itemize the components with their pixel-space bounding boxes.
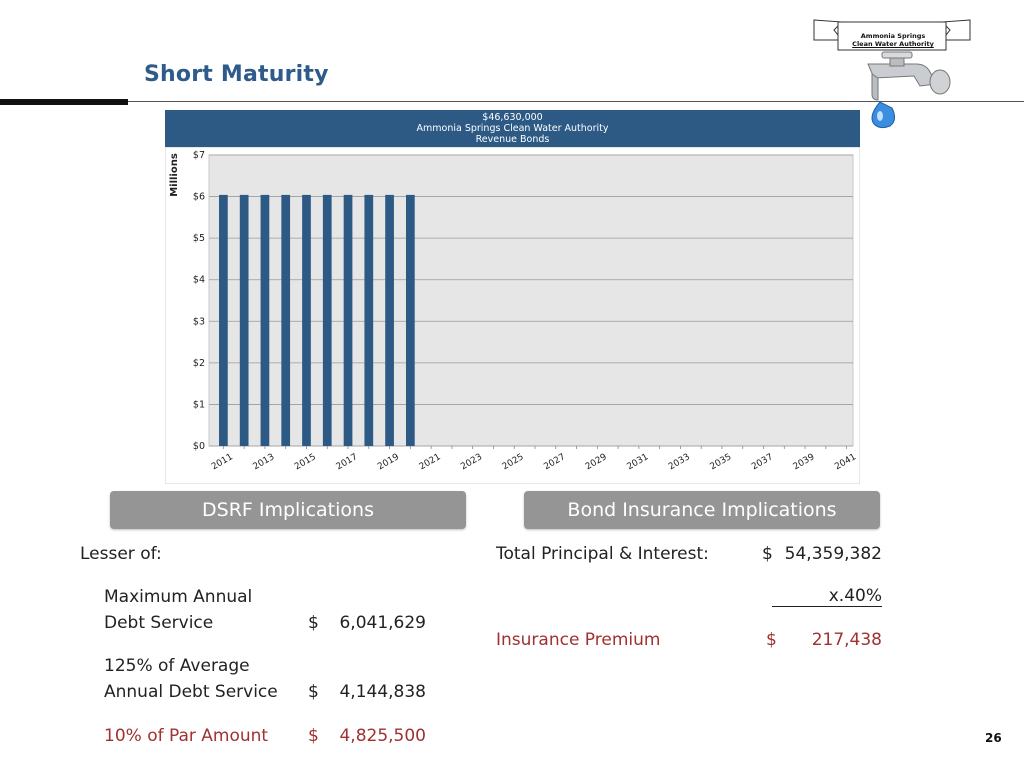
logo-text: Ammonia Springs Clean Water Authority: [838, 32, 948, 48]
y-tick-label: $7: [193, 150, 205, 161]
par-amount-label: 10% of Par Amount: [104, 726, 269, 746]
bar: [322, 194, 332, 446]
bar: [385, 194, 394, 446]
page-title: Short Maturity: [144, 62, 329, 87]
bar: [219, 194, 228, 446]
total-pi-label: Total Principal & Interest:: [496, 544, 709, 564]
total-pi-value: 54,359,382: [784, 544, 882, 564]
total-pi-currency: $: [762, 544, 773, 564]
logo-line-2: Clean Water Authority: [852, 40, 934, 48]
premium-label: Insurance Premium: [496, 630, 661, 650]
avg-debt-label-line2: Annual Debt Service: [104, 682, 278, 702]
bar: [260, 194, 270, 446]
y-axis-label: Millions: [169, 153, 180, 197]
avg-debt-label-line1: 125% of Average: [104, 656, 250, 676]
bar: [364, 194, 374, 446]
max-annual-value: 6,041,629: [339, 613, 426, 633]
par-amount-value: 4,825,500: [339, 726, 426, 746]
max-annual-label-line2: Debt Service: [104, 613, 214, 633]
plot-area: [208, 154, 854, 447]
page-number: 26: [985, 731, 1002, 745]
authority-logo: [813, 19, 971, 129]
y-tick-label: $1: [193, 399, 205, 410]
chart-title-line-1: $46,630,000: [482, 112, 543, 123]
avg-debt-currency: $: [308, 682, 319, 702]
logo-line-1: Ammonia Springs: [860, 32, 926, 40]
y-tick-label: $2: [193, 358, 205, 369]
bar: [405, 194, 415, 446]
y-tick-label: $4: [193, 275, 205, 286]
avg-debt-value: 4,144,838: [339, 682, 426, 702]
premium-rate: x.40%: [772, 587, 882, 607]
bar: [239, 194, 249, 446]
y-tick-label: $6: [193, 192, 205, 203]
title-rule-thin: [128, 101, 1024, 102]
title-rule-thick: [0, 99, 128, 105]
y-tick-label: $0: [193, 441, 205, 452]
dsrf-header: DSRF Implications: [110, 491, 466, 529]
y-tick-label: $5: [193, 233, 205, 244]
y-tick-label: $3: [193, 316, 205, 327]
lesser-of-label: Lesser of:: [80, 544, 162, 564]
par-amount-currency: $: [308, 726, 319, 746]
chart-title-line-3: Revenue Bonds: [475, 134, 550, 145]
max-annual-currency: $: [308, 613, 319, 633]
premium-value: 217,438: [811, 630, 882, 650]
chart-title-block: $46,630,000 Ammonia Springs Clean Water …: [165, 110, 860, 147]
bond-chart: $46,630,000 Ammonia Springs Clean Water …: [165, 110, 860, 484]
bar: [302, 194, 311, 446]
bar: [343, 194, 353, 446]
bar: [281, 194, 291, 446]
max-annual-label-line1: Maximum Annual: [104, 587, 253, 607]
insurance-header: Bond Insurance Implications: [524, 491, 880, 529]
premium-currency: $: [766, 630, 777, 650]
chart-title-line-2: Ammonia Springs Clean Water Authority: [416, 123, 609, 134]
